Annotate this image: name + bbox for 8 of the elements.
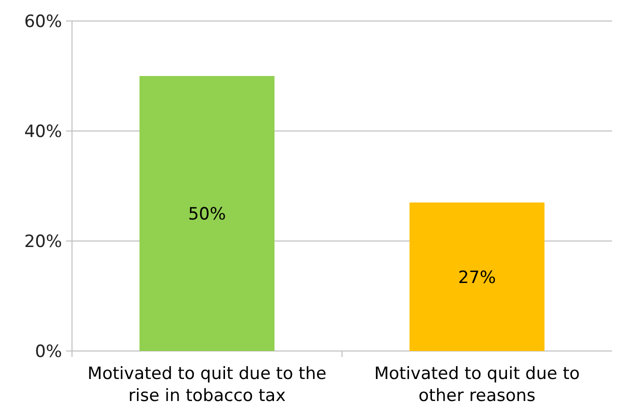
x-tick-label: Motivated to quit due to other reasons — [374, 364, 580, 406]
y-tick-label: 0% — [35, 342, 62, 362]
data-label: 50% — [188, 204, 226, 224]
y-tick-label: 40% — [24, 122, 62, 142]
y-tick-label: 60% — [24, 12, 62, 32]
x-tick-label: Motivated to quit due to the rise in tobacco tax — [88, 364, 326, 406]
y-tick-label: 20% — [24, 232, 62, 252]
data-label: 27% — [458, 268, 496, 288]
